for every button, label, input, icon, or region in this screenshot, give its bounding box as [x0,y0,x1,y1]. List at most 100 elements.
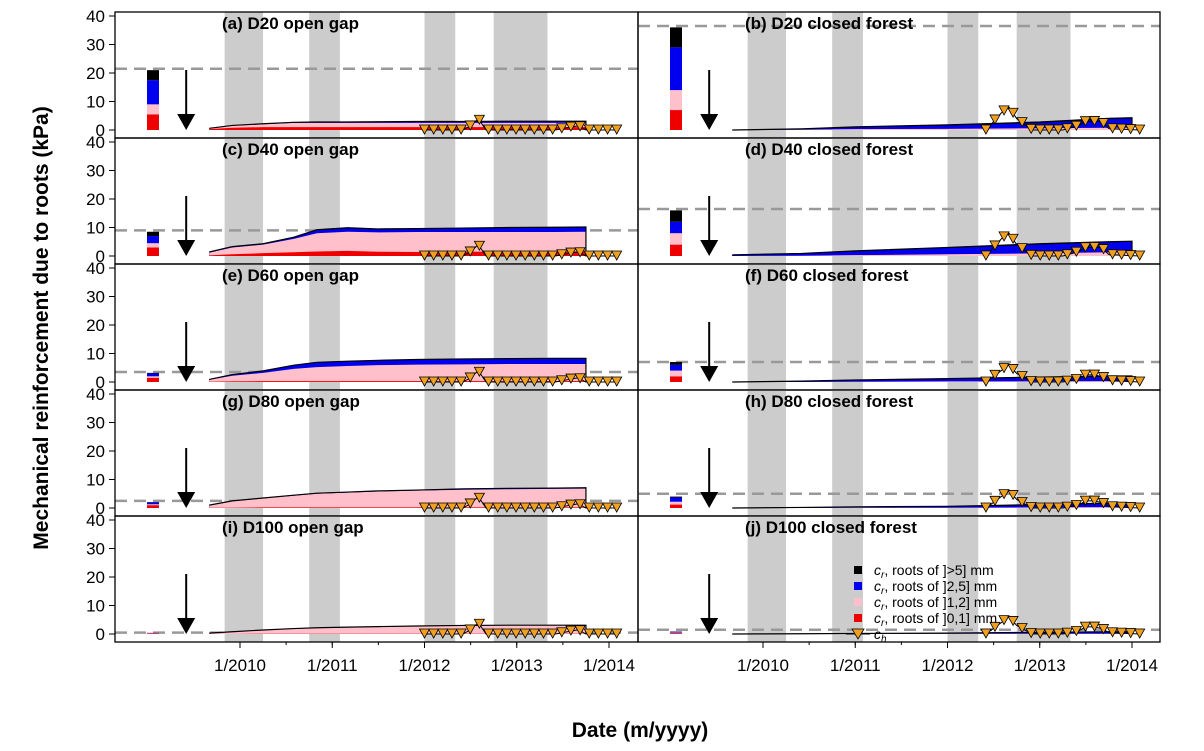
ch-marker [980,250,992,261]
ch-marker [565,247,577,258]
x-tick-label: 1/2013 [491,656,543,675]
ch-marker [455,250,467,261]
ch-marker [510,502,522,513]
ch-marker [528,250,541,261]
ch-marker [427,502,440,513]
initial-bar-roots-gt5 [670,27,682,48]
ch-marker [989,369,1001,381]
ch-marker [998,231,1010,242]
x-tick-label: 1/2011 [830,656,881,675]
y-tick-label: 20 [86,568,105,587]
ch-marker [482,502,495,513]
ch-marker [1088,621,1101,632]
ch-marker [492,250,504,261]
ch-marker [546,124,559,135]
shaded-period-2 [832,138,863,264]
panel-6: (f) D60 closed forest [637,263,1161,391]
ch-marker [1124,124,1137,135]
ch-marker [1134,502,1146,513]
panel-title: (g) D80 open gap [222,392,360,411]
ch-marker [574,373,586,384]
ch-marker [446,376,458,387]
ch-marker [501,124,513,135]
legend-triangle [851,628,865,640]
ch-marker [556,501,568,512]
cumulative-outline [209,120,587,130]
ch-marker [980,124,992,135]
initial-bar-roots-1-2 [670,370,682,377]
ch-marker [455,502,467,513]
ch-marker [1016,243,1028,254]
panel-plot-area [638,390,1160,516]
initial-bar-roots-0-1 [670,244,682,256]
ch-marker [1034,250,1046,261]
shaded-period-3 [947,390,979,516]
ch-marker [437,250,449,261]
ch-marker [473,240,486,252]
ch-marker [1088,369,1101,380]
ch-marker [574,625,586,636]
ch-marker [601,124,614,135]
ch-marker [574,499,586,510]
initial-bar-roots-2-5 [670,47,682,91]
ch-marker [464,372,476,383]
y-tick-label: 30 [86,36,105,55]
shaded-period-3 [947,516,979,642]
shaded-period-3 [424,516,456,642]
ch-marker [519,250,531,261]
cumulative-outline [209,624,587,634]
ch-marker [583,250,595,261]
ch-marker [437,124,449,135]
ch-marker [464,498,476,509]
ch-marker [611,502,623,513]
ch-marker [980,376,992,387]
panel-title: (c) D40 open gap [222,140,359,159]
ch-marker [546,628,559,639]
panel-8: (h) D80 closed forest [637,389,1161,517]
x-tick-label: 1/2012 [922,656,974,675]
ch-marker [601,250,614,261]
legend-swatch [854,614,862,622]
ch-marker [1043,250,1055,261]
ch-marker [1106,627,1119,638]
ch-marker [601,628,614,639]
ch-marker [611,376,623,387]
ch-marker [482,376,495,387]
ch-marker [519,124,531,135]
initial-bar-roots-gt5 [670,362,682,365]
ch-marker [611,250,623,261]
ch-marker [1034,376,1046,387]
shaded-period-1 [747,12,787,138]
y-tick-label: 30 [86,540,105,559]
ch-marker [464,624,476,635]
cut-arrow-head [700,114,719,130]
initial-bar-roots-0-1 [670,376,682,382]
y-tick-label: 30 [86,162,105,181]
shaded-period-1 [224,138,264,264]
initial-bar-roots-1-2 [147,243,159,248]
ch-marker [519,628,531,639]
panel-title: (f) D60 closed forest [745,266,909,285]
legend-label: cr, roots of ]>5] mm [874,562,994,581]
ch-marker [510,376,522,387]
shaded-period-3 [947,12,979,138]
ch-marker [1079,116,1092,127]
panel-title: (a) D20 open gap [222,14,359,33]
ch-marker [501,250,513,261]
ch-marker [1034,502,1046,513]
legend-item: ch [846,626,887,645]
panel-plot-area [638,12,1160,138]
ch-marker [528,376,541,387]
ch-marker [989,621,1001,633]
ch-marker [473,114,486,126]
ch-marker [1079,621,1092,632]
ch-marker [473,618,486,630]
shaded-period-3 [424,12,456,138]
ch-marker [1088,242,1101,253]
ch-marker [1115,123,1128,134]
ch-marker [1052,376,1064,387]
ch-marker [537,502,550,513]
y-tick-label: 10 [86,345,105,364]
ch-marker [455,376,467,387]
